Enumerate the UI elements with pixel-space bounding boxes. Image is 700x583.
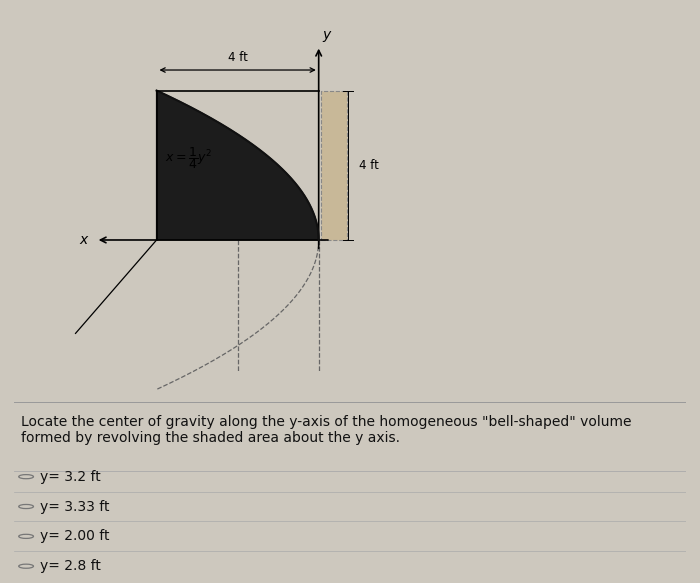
Text: x: x [79,233,88,247]
Text: y= 3.2 ft: y= 3.2 ft [39,470,100,484]
Text: Locate the center of gravity along the y-axis of the homogeneous "bell-shaped" v: Locate the center of gravity along the y… [21,415,631,445]
Polygon shape [157,90,318,240]
Text: 4 ft: 4 ft [359,159,379,172]
Bar [321,90,347,240]
Text: y= 2.00 ft: y= 2.00 ft [39,529,109,543]
Text: 4 ft: 4 ft [228,51,248,64]
Text: y: y [323,28,331,42]
Text: $x=\dfrac{1}{4}y^2$: $x=\dfrac{1}{4}y^2$ [165,145,213,171]
Text: y= 2.8 ft: y= 2.8 ft [39,559,100,573]
Text: y= 3.33 ft: y= 3.33 ft [39,500,109,514]
